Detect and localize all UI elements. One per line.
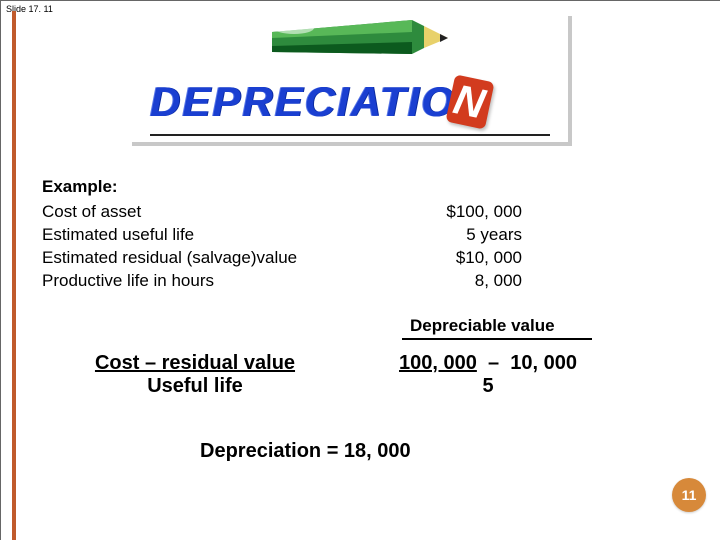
example-row: Estimated useful life 5 years — [42, 224, 552, 247]
example-value: $100, 000 — [362, 201, 522, 224]
formula-numeric-numerator: 100, 000 – 10, 000 — [399, 352, 577, 374]
example-label: Estimated residual (salvage)value — [42, 247, 362, 270]
example-heading: Example: — [42, 176, 552, 199]
result-text: Depreciation = 18, 000 — [200, 440, 411, 463]
title-main: DEPRECIATIO — [150, 78, 456, 126]
depreciable-value-underline — [402, 338, 592, 340]
example-label: Estimated useful life — [42, 224, 362, 247]
formula-denominator: Useful life — [70, 375, 320, 398]
minus: – — [488, 352, 499, 374]
slide: Slide 17. 11 DEPRECIATIO N Example: Cost… — [0, 0, 720, 540]
num-b: 10, 000 — [510, 352, 577, 374]
left-border — [0, 0, 1, 540]
title-underline — [150, 134, 550, 136]
example-label: Cost of asset — [42, 201, 362, 224]
page-number-badge: 11 — [672, 478, 706, 512]
example-value: 5 years — [362, 224, 522, 247]
formula-numeric-denominator: 5 — [348, 375, 628, 398]
example-row: Estimated residual (salvage)value $10, 0… — [42, 247, 552, 270]
example-block: Example: Cost of asset $100, 000 Estimat… — [42, 176, 552, 293]
example-value: 8, 000 — [362, 270, 522, 293]
page-number: 11 — [682, 487, 697, 503]
top-border — [0, 0, 720, 1]
num-a: 100, 000 — [399, 352, 477, 374]
title-trailing-n: N — [445, 74, 494, 129]
example-row: Productive life in hours 8, 000 — [42, 270, 552, 293]
formula-numeric: 100, 000 – 10, 000 5 — [348, 352, 628, 398]
title-banner: DEPRECIATIO N — [132, 16, 572, 146]
example-row: Cost of asset $100, 000 — [42, 201, 552, 224]
formula-symbolic: Cost – residual value Useful life — [70, 352, 320, 398]
pencil-icon — [272, 18, 452, 66]
example-label: Productive life in hours — [42, 270, 362, 293]
depreciable-value-label: Depreciable value — [410, 316, 555, 336]
example-value: $10, 000 — [362, 247, 522, 270]
formula-numerator: Cost – residual value — [95, 352, 295, 374]
accent-bar — [12, 11, 16, 540]
title-word: DEPRECIATIO N — [150, 78, 496, 126]
